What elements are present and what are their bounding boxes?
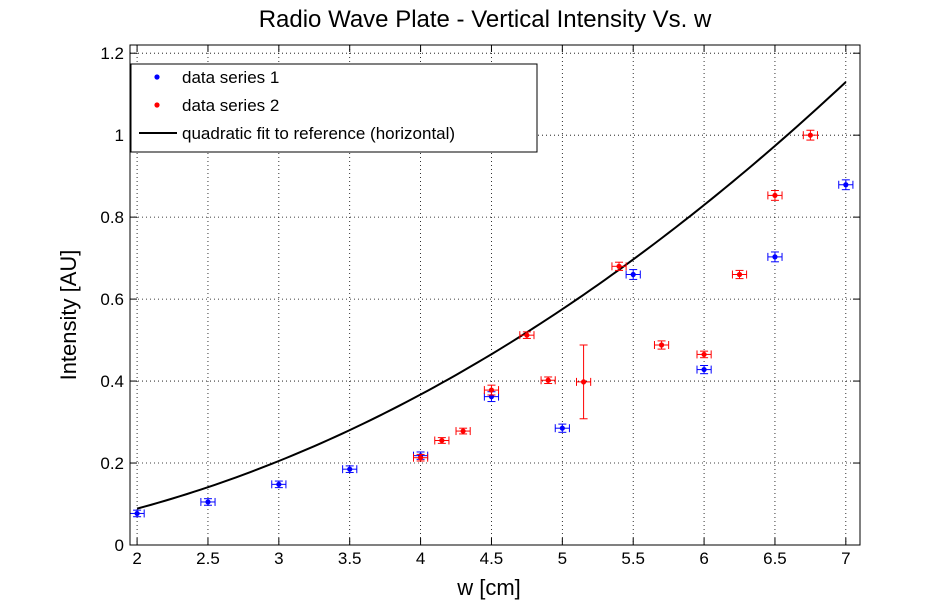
legend-label-series-1: data series 1 [182, 68, 279, 87]
x-tick-label: 6.5 [763, 549, 787, 568]
y-tick-label: 1 [115, 126, 124, 145]
y-axis-label: Intensity [AU] [56, 250, 81, 381]
legend-label-fit: quadratic fit to reference (horizontal) [182, 124, 455, 143]
data-point-series-2 [653, 340, 670, 350]
x-tick-label: 2.5 [196, 549, 220, 568]
data-point-series-1 [838, 179, 854, 191]
x-tick-label: 2 [132, 549, 141, 568]
y-tick-label: 1.2 [100, 44, 124, 63]
data-point-series-1 [625, 269, 641, 280]
data-point-series-2 [455, 427, 471, 436]
data-point-series-2 [540, 376, 556, 385]
data-point-series-2 [731, 269, 748, 280]
data-point-series-2 [434, 436, 450, 445]
data-point-series-1 [271, 480, 287, 489]
legend-marker-series-1 [154, 74, 160, 80]
data-point-series-1 [554, 423, 570, 433]
data-point-series-2 [611, 261, 627, 271]
x-tick-label: 7 [841, 549, 850, 568]
x-tick-label: 5 [558, 549, 567, 568]
data-point-series-2 [802, 129, 818, 141]
legend: data series 1 data series 2 quadratic fi… [130, 63, 538, 153]
x-tick-label: 6 [699, 549, 708, 568]
axis-ticks: 2 2.5 3 3.5 4 4.5 5 5.5 6 6.5 7 0 0.2 0.4 0.6 0.8 1 1.2 [100, 44, 860, 568]
data-point-series-2 [696, 350, 712, 359]
y-tick-label: 0.2 [100, 454, 124, 473]
y-tick-label: 0.8 [100, 208, 124, 227]
data-point-series-1 [342, 465, 358, 474]
x-tick-label: 4.5 [480, 549, 504, 568]
x-axis-label: w [cm] [456, 575, 521, 600]
data-point-series-2 [483, 384, 500, 396]
x-tick-label: 5.5 [621, 549, 645, 568]
y-tick-label: 0.6 [100, 290, 124, 309]
data-point-series-2 [767, 189, 783, 201]
fit-line [136, 81, 847, 510]
chart-title: Radio Wave Plate - Vertical Intensity Vs… [259, 6, 712, 33]
x-tick-label: 4 [416, 549, 425, 568]
data-point-series-1 [200, 497, 216, 506]
data-point-series-2 [412, 453, 429, 462]
x-tick-label: 3 [274, 549, 283, 568]
plot-area-frame [129, 44, 861, 546]
data-point-series-2 [519, 331, 535, 340]
legend-box [130, 63, 538, 153]
y-tick-label: 0 [115, 536, 124, 555]
x-tick-label: 3.5 [338, 549, 362, 568]
data-point-series-1 [767, 251, 783, 263]
y-tick-label: 0.4 [100, 372, 124, 391]
legend-marker-series-2 [154, 102, 160, 108]
data-point-series-2 [576, 344, 592, 420]
fit-line-layer [136, 81, 847, 510]
legend-label-series-2: data series 2 [182, 96, 279, 115]
points-layer [129, 129, 854, 518]
data-point-series-1 [696, 364, 712, 375]
